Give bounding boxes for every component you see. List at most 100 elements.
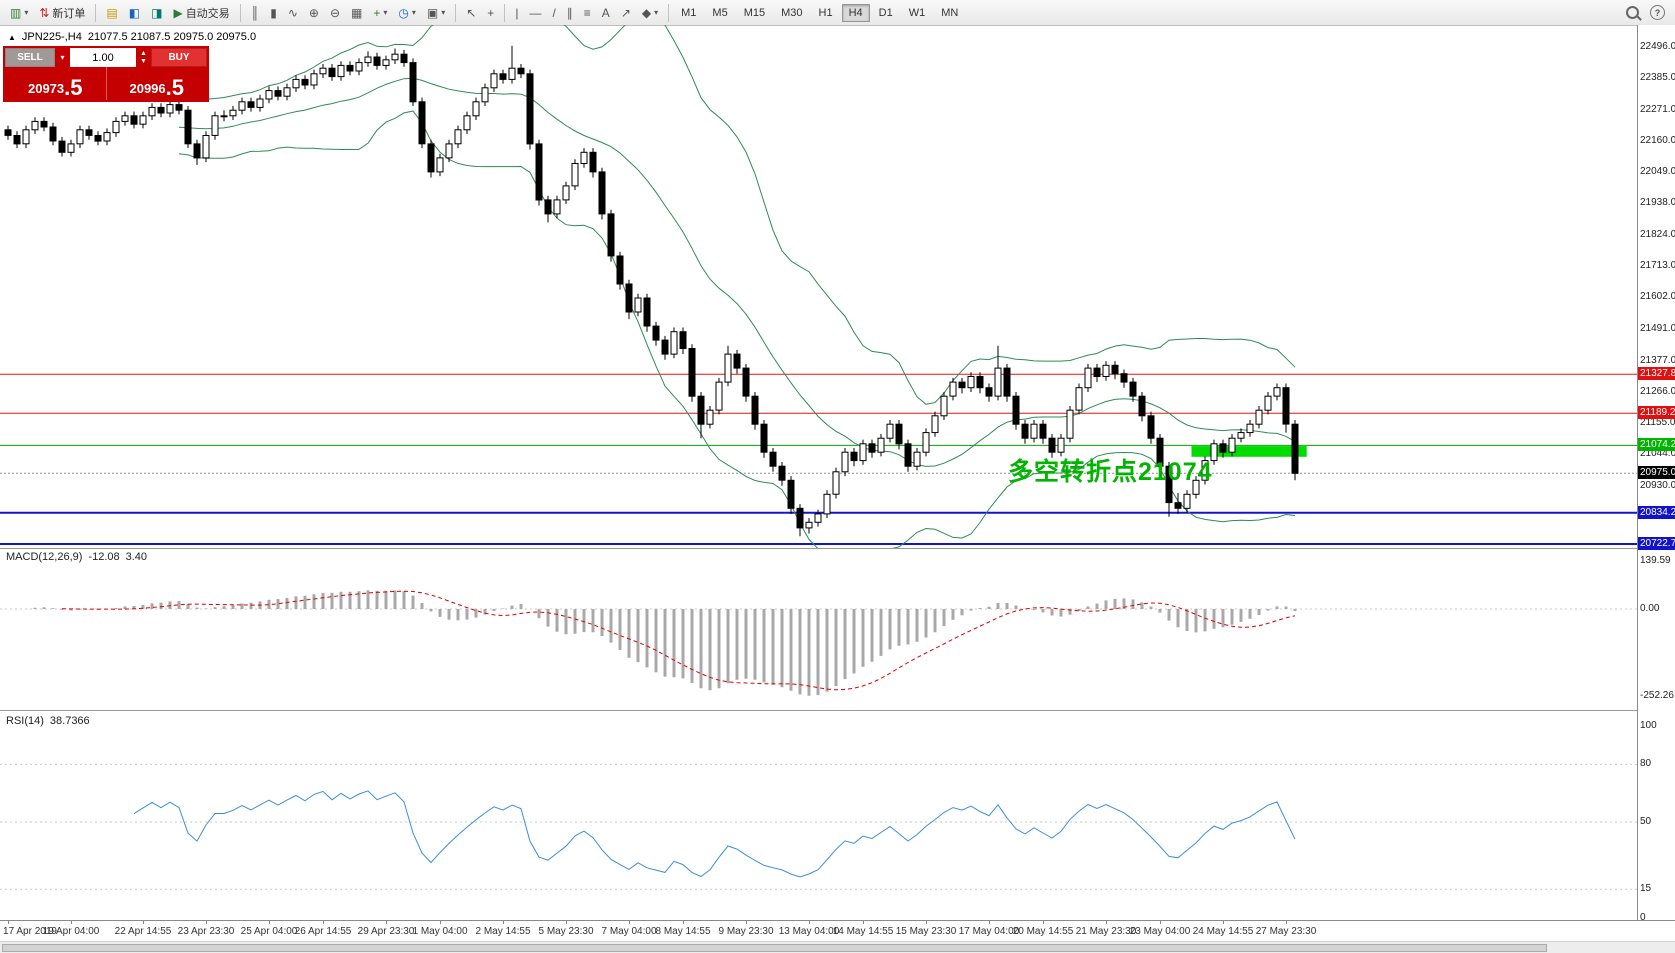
market-watch-icon: ▤ (106, 5, 118, 20)
arrow-tool-button[interactable]: ↗ (616, 4, 636, 22)
date-tick (863, 921, 864, 924)
zoom-in-icon: ⊕ (308, 5, 319, 20)
candlestick-chart-button[interactable]: ▮ (265, 4, 282, 22)
market-watch-button[interactable]: ▤ (101, 4, 122, 22)
toolbar: ▥ ▾ ⇅ 新订单 ▤ ◧ ◨ ▶ 自动交易 ║ ▮ ∿ ⊕ ⊖ ▦ + ▾ ◷ ▾ ▣ ▾… (0, 0, 1675, 26)
bar-chart-button[interactable]: ║ (246, 4, 265, 22)
channel-button[interactable]: ∥ (562, 4, 578, 22)
autotrading-label: 自动交易 (185, 7, 230, 20)
date-label: 23 Apr 23:30 (177, 926, 235, 937)
volume-input[interactable] (70, 48, 136, 67)
timeframe-m5[interactable]: M5 (712, 6, 728, 19)
fibonacci-button[interactable]: ≡ (579, 4, 596, 22)
timeframe-m1[interactable]: M1 (681, 6, 697, 19)
horizontal-line-button[interactable]: — (524, 4, 546, 22)
date-label: 1 May 04:00 (412, 926, 468, 937)
price-axis-label: 21044.0 (1640, 447, 1675, 459)
date-tick (566, 921, 567, 924)
date-axis: 17 Apr 2019 19 Apr 04:00 22 Apr 14:55 23 Ap… (0, 920, 1675, 941)
toolbar-separator (504, 3, 506, 22)
text-tool-icon: A (601, 5, 610, 20)
templates-button[interactable]: ▣ ▾ (422, 4, 450, 22)
new-chart-button[interactable]: ▥ ▾ (5, 4, 33, 22)
search-button[interactable] (1621, 3, 1644, 22)
buy-button[interactable]: BUY (151, 48, 207, 67)
new-order-button[interactable]: ⇅ 新订单 (34, 2, 90, 24)
crosshair-icon: + (487, 5, 495, 20)
one-click-trading-panel: SELL ▾ ▲▼ BUY 20973.5 20996.5 (3, 46, 209, 102)
collapse-triangle-icon[interactable]: ▲ (8, 32, 16, 42)
date-label: 15 May 23:30 (895, 926, 957, 937)
search-icon (1626, 6, 1639, 19)
volume-dropdown-icon[interactable]: ▾ (60, 53, 65, 62)
toolbar-separator (239, 3, 241, 22)
horizontal-scrollbar[interactable] (0, 941, 1675, 953)
date-label: 23 May 04:00 (1129, 926, 1191, 937)
date-tick (683, 921, 684, 924)
timeframe-h1[interactable]: H1 (818, 6, 833, 19)
autotrading-button[interactable]: ▶ 自动交易 (168, 2, 234, 24)
crosshair-button[interactable]: + (482, 4, 499, 22)
toolbar-separator (668, 3, 670, 22)
buy-price-pips: .5 (165, 75, 184, 101)
help-icon: ? (1650, 5, 1665, 20)
date-tick (206, 921, 207, 924)
sell-price[interactable]: 20973.5 (5, 67, 106, 100)
buy-price-main: 20996 (129, 81, 166, 96)
date-tick (809, 921, 810, 924)
pane-separator[interactable] (0, 710, 1675, 711)
tile-windows-button[interactable]: ▦ (346, 4, 367, 22)
timeframe-mn[interactable]: MN (941, 6, 959, 19)
channel-icon: ∥ (566, 5, 573, 20)
date-label: 2 May 14:55 (475, 926, 531, 937)
date-tick (1043, 921, 1044, 924)
cursor-button[interactable]: ↖ (461, 4, 481, 22)
text-tool-button[interactable]: A (597, 4, 615, 22)
help-button[interactable]: ? (1645, 2, 1670, 23)
buy-price[interactable]: 20996.5 (105, 67, 208, 101)
sell-price-pips: .5 (64, 75, 83, 101)
zoom-out-button[interactable]: ⊖ (325, 4, 345, 22)
timeframe-w1[interactable]: W1 (908, 6, 926, 19)
indicators-button[interactable]: + ▾ (368, 4, 392, 22)
zoom-in-button[interactable]: ⊕ (304, 4, 324, 22)
navigator-button[interactable]: ◨ (146, 4, 167, 22)
date-label: 17 May 04:00 (958, 926, 1020, 937)
date-tick (323, 921, 324, 924)
timeframe-m15[interactable]: M15 (743, 6, 766, 19)
volume-stepper[interactable]: ▲ ▼ (137, 48, 150, 67)
periods-button[interactable]: ◷ ▾ (393, 4, 421, 22)
arrow-tool-icon: ↗ (620, 5, 631, 20)
timeframe-m30[interactable]: M30 (781, 6, 803, 19)
trendline-button[interactable]: / (547, 4, 560, 22)
main-chart[interactable] (0, 25, 1637, 548)
trendline-icon: / (552, 5, 556, 20)
date-tick (926, 921, 927, 924)
timeframe-h4[interactable]: H4 (841, 3, 870, 22)
symbol-quotes: 21077.5 21087.5 20975.0 20975.0 (87, 31, 257, 43)
date-tick (71, 921, 72, 924)
price-axis-highlight: 21074.2 (1638, 438, 1675, 452)
date-tick (143, 921, 144, 924)
data-window-button[interactable]: ◧ (124, 4, 145, 22)
sell-button[interactable]: SELL (5, 48, 55, 67)
pane-separator[interactable] (0, 548, 1675, 549)
price-axis-label: 22049.0 (1640, 166, 1675, 178)
price-axis-label: 22385.0 (1640, 71, 1675, 83)
rsi-pane[interactable] (0, 712, 1637, 920)
scrollbar-thumb[interactable] (2, 944, 1547, 952)
chart-annotation-text[interactable]: 多空转折点21074 (1008, 458, 1213, 486)
macd-name: MACD(12,26,9) (6, 551, 83, 563)
macd-value-main: -12.08 (88, 551, 120, 563)
price-axis-label: 21938.0 (1640, 197, 1675, 209)
date-tick (269, 921, 270, 924)
macd-pane[interactable] (0, 549, 1637, 709)
line-chart-button[interactable]: ∿ (283, 4, 303, 22)
shapes-button[interactable]: ◆ ▾ (637, 4, 663, 22)
rsi-axis-label: 50 (1640, 816, 1652, 827)
rsi-axis-label: 100 (1640, 720, 1657, 731)
indicators-icon: + (373, 5, 381, 20)
timeframe-d1[interactable]: D1 (878, 6, 893, 19)
vertical-line-button[interactable]: | (510, 4, 523, 22)
line-chart-icon: ∿ (287, 5, 298, 20)
